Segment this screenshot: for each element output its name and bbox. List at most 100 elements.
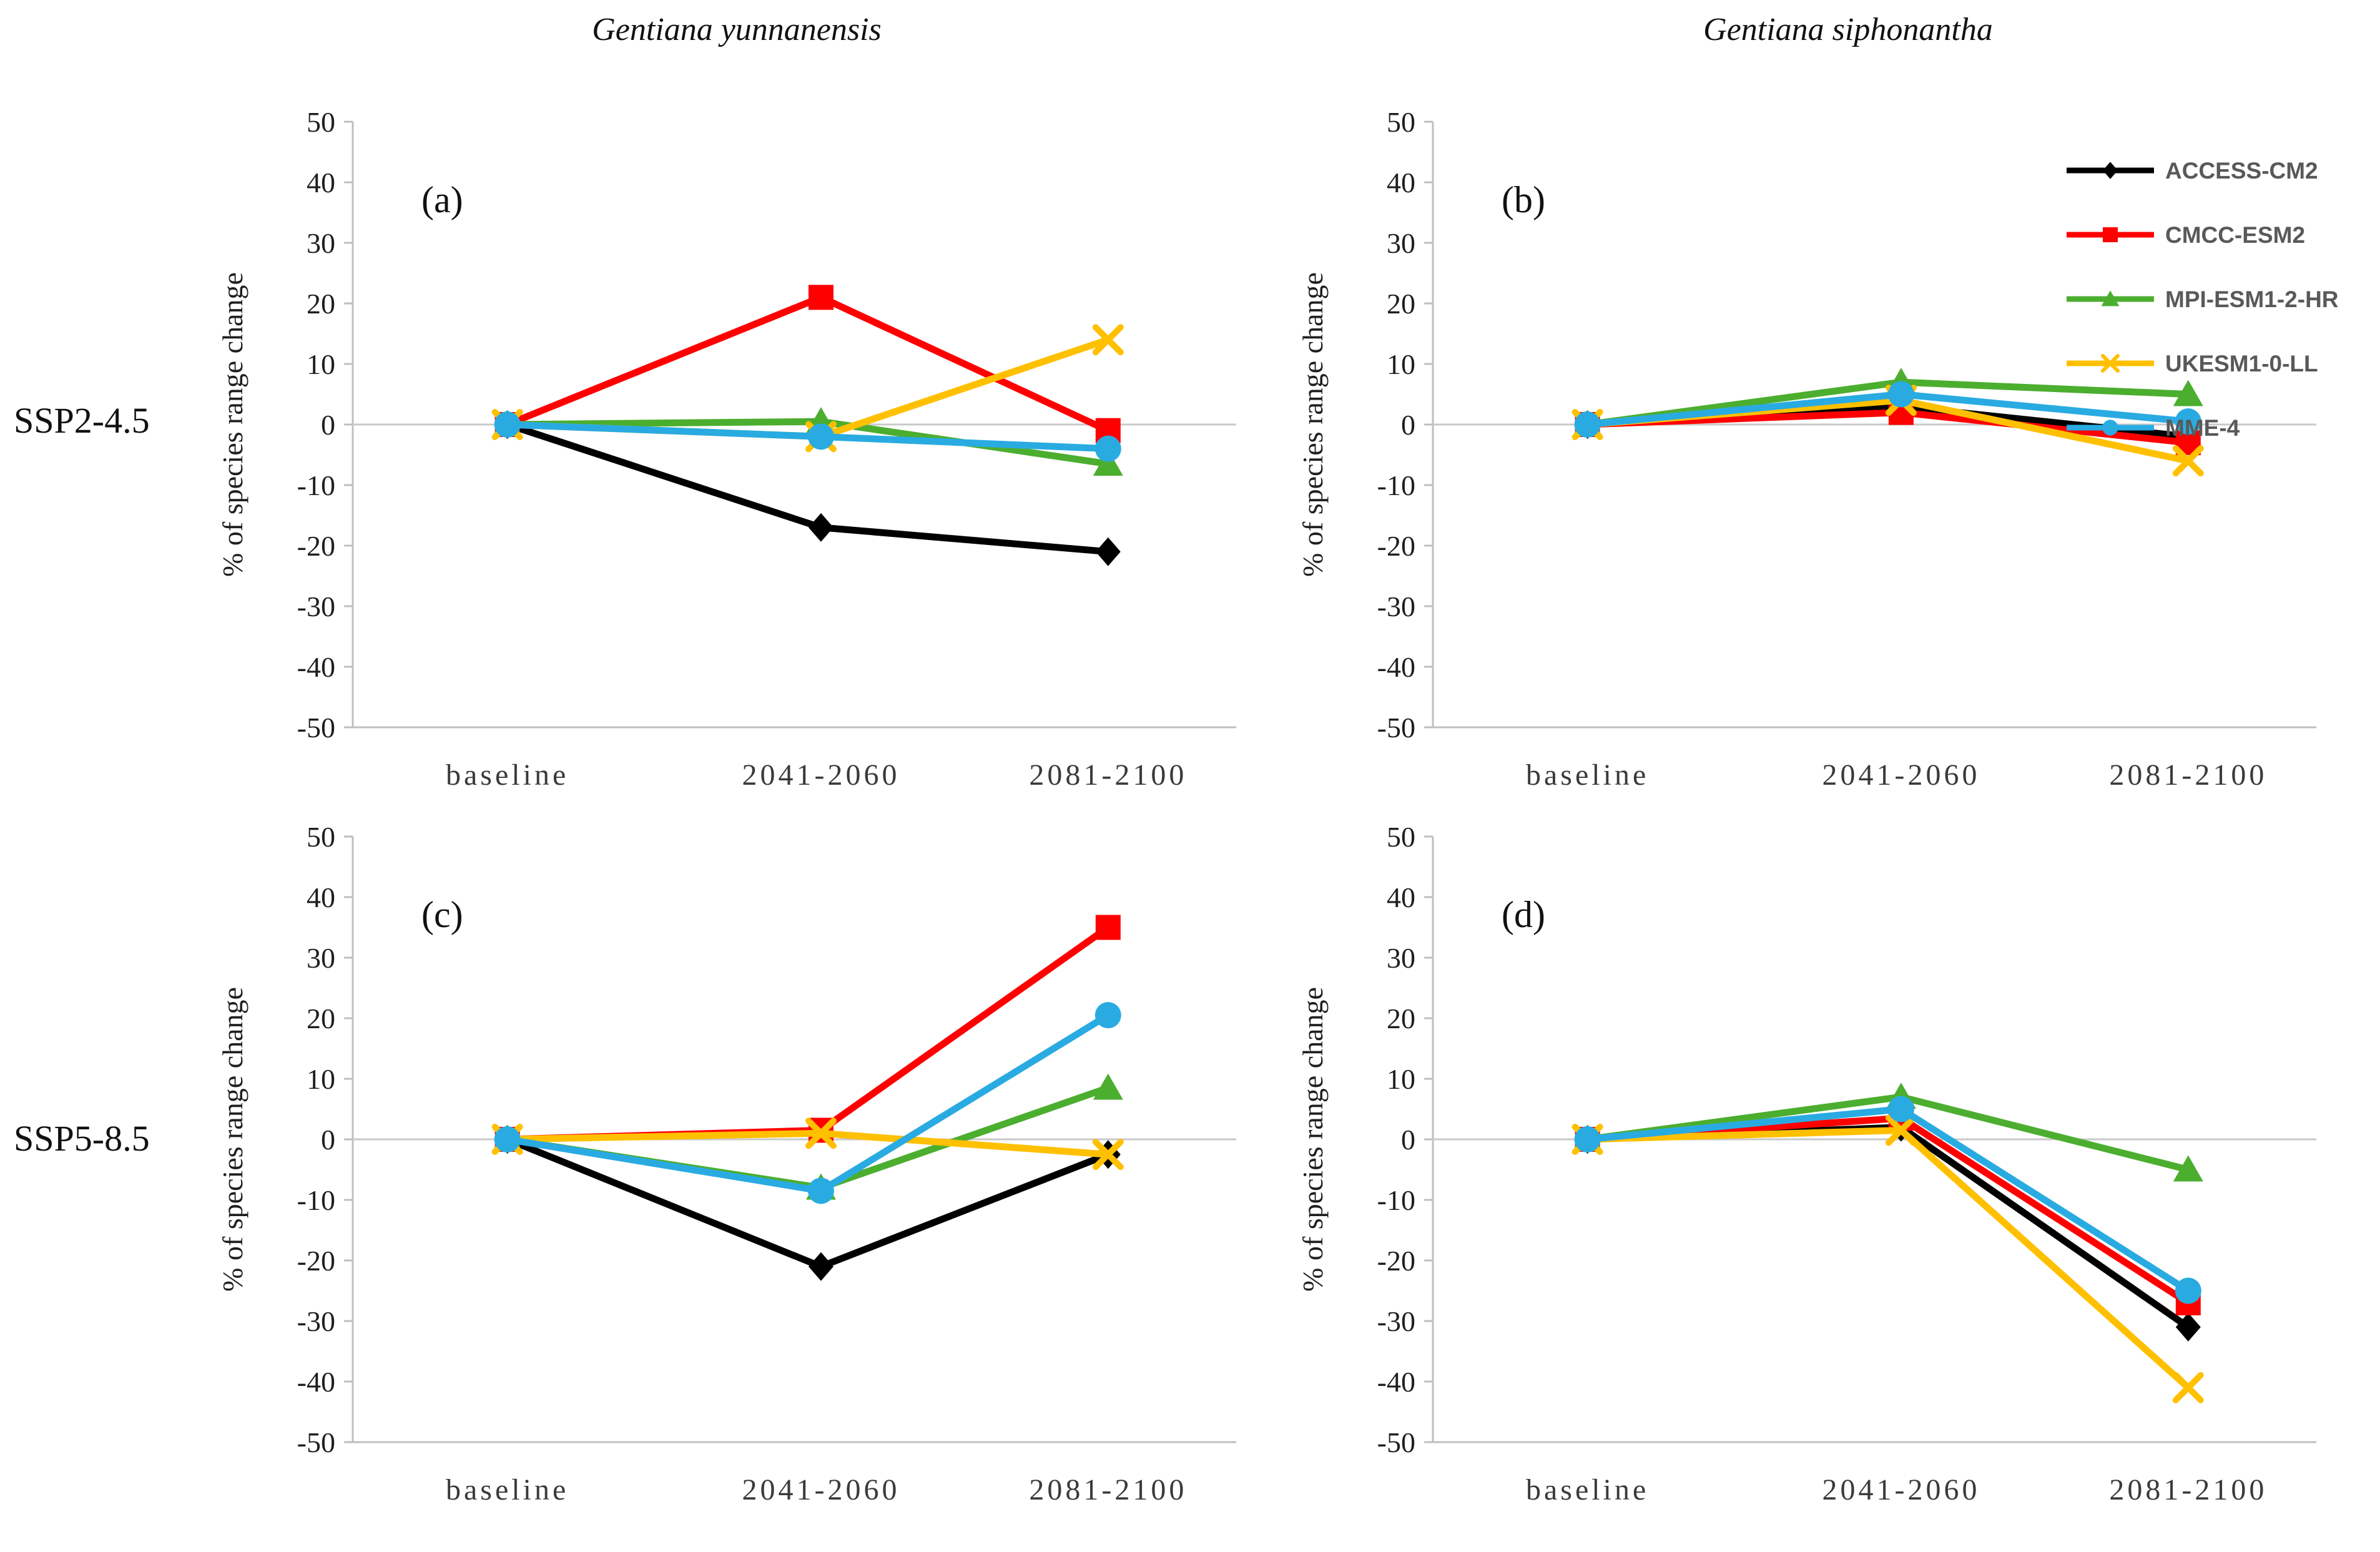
y-tick-label: -40 <box>1377 651 1415 683</box>
y-tick-label: 30 <box>307 227 335 259</box>
legend: ACCESS-CM2 CMCC-ESM2 MPI-ESM1-2-HR UKESM1-0… <box>2067 158 2339 441</box>
marker-x-UKESM1-0-LL <box>1092 324 1124 356</box>
marker-diamond-ACCESS-CM2 <box>808 1252 833 1281</box>
panel-letter: (b) <box>1502 179 1545 220</box>
y-tick-label: -50 <box>297 712 335 744</box>
x-category-label: baseline <box>1526 759 1649 792</box>
legend-item-MME-4: MME-4 <box>2067 415 2240 441</box>
y-tick-label: 10 <box>1387 348 1415 380</box>
y-tick-label: -30 <box>297 591 335 622</box>
y-tick-label: 50 <box>307 106 335 138</box>
legend-label-MME-4: MME-4 <box>2165 415 2240 441</box>
y-tick-label: 0 <box>1401 1124 1415 1156</box>
y-tick-label: -20 <box>1377 530 1415 562</box>
y-tick-label: -40 <box>1377 1366 1415 1398</box>
series-UKESM1-0-LL <box>1571 1114 2204 1403</box>
column-title-gentiana-siphonantha: Gentiana siphonantha <box>1703 12 1993 47</box>
marker-x-UKESM1-0-LL <box>1092 1139 1124 1171</box>
y-tick-label: -20 <box>297 1245 335 1277</box>
legend-marker-square <box>2103 227 2118 242</box>
marker-x-UKESM1-0-LL <box>1885 1114 1917 1146</box>
y-tick-label: 0 <box>1401 409 1415 441</box>
series-line-MME-4 <box>504 1011 1112 1194</box>
x-category-label: baseline <box>446 759 569 792</box>
marker-circle-MME-4 <box>2175 1277 2201 1304</box>
x-category-label: 2041-2060 <box>1822 1473 1980 1506</box>
y-tick-label: -20 <box>297 530 335 562</box>
marker-triangle-MPI-ESM1-2-HR <box>1093 449 1123 476</box>
legend-marker-triangle <box>2101 290 2120 307</box>
legend-item-CMCC-ESM2: CMCC-ESM2 <box>2067 222 2305 248</box>
marker-circle-MME-4 <box>807 423 834 450</box>
series-line-UKESM1-0-LL <box>1584 1126 2192 1392</box>
y-tick-label: -40 <box>297 651 335 683</box>
x-category-label: baseline <box>1526 1473 1649 1506</box>
y-tick-label: 20 <box>1387 1003 1415 1034</box>
y-tick-label: -30 <box>1377 591 1415 622</box>
legend-marker-circle <box>2102 420 2118 436</box>
y-tick-label: -20 <box>1377 1245 1415 1277</box>
legend-marker-x <box>2101 354 2120 373</box>
marker-circle-MME-4 <box>2175 408 2201 435</box>
marker-x-UKESM1-0-LL <box>2172 1372 2204 1403</box>
marker-circle-MME-4 <box>1887 381 1914 408</box>
series-MME-4 <box>1574 381 2201 438</box>
y-tick-label: 10 <box>1387 1063 1415 1095</box>
x-category-label: 2041-2060 <box>742 759 900 792</box>
marker-circle-MME-4 <box>494 411 521 438</box>
y-axis-title: % of species range change <box>1297 987 1329 1292</box>
legend-label-CMCC-ESM2: CMCC-ESM2 <box>2165 222 2305 248</box>
marker-x-UKESM1-0-LL <box>2172 445 2204 477</box>
marker-square-CMCC-ESM2 <box>808 285 833 310</box>
legend-marker-diamond <box>2103 162 2118 179</box>
series-MME-4 <box>1574 1096 2201 1304</box>
marker-triangle-MPI-ESM1-2-HR <box>2173 380 2203 406</box>
y-tick-label: 30 <box>1387 942 1415 974</box>
y-tick-label: -30 <box>297 1305 335 1337</box>
y-tick-label: 50 <box>1387 106 1415 138</box>
y-tick-label: -10 <box>1377 1184 1415 1216</box>
y-tick-label: 20 <box>307 288 335 320</box>
y-tick-label: 30 <box>307 942 335 974</box>
x-category-label: 2081-2100 <box>1029 759 1187 792</box>
y-tick-label: 20 <box>307 1003 335 1034</box>
x-category-label: 2081-2100 <box>2109 1473 2267 1506</box>
marker-circle-MME-4 <box>1094 1002 1121 1029</box>
row-label-ssp2-45: SSP2-4.5 <box>14 400 150 441</box>
marker-circle-MME-4 <box>1574 411 1601 438</box>
series-line-CMCC-ESM2 <box>504 293 1112 435</box>
y-tick-label: -10 <box>297 1184 335 1216</box>
marker-circle-MME-4 <box>1887 1096 1914 1122</box>
y-axis-title: % of species range change <box>1297 272 1329 577</box>
y-tick-label: 40 <box>1387 882 1415 913</box>
chart-panel-a: -50 -40 -30 -20 -10 0 10 20 30 40 50 baseline 2041-2… <box>217 106 1236 792</box>
x-category-label: 2081-2100 <box>1029 1473 1187 1506</box>
y-tick-label: 40 <box>1387 167 1415 199</box>
y-tick-label: 30 <box>1387 227 1415 259</box>
marker-diamond-ACCESS-CM2 <box>808 513 833 542</box>
marker-diamond-ACCESS-CM2 <box>2175 1312 2201 1342</box>
y-tick-label: -10 <box>297 469 335 501</box>
y-tick-label: 10 <box>307 1063 335 1095</box>
legend-item-ACCESS-CM2: ACCESS-CM2 <box>2067 158 2318 184</box>
legend-label-MPI-ESM1-2-HR: MPI-ESM1-2-HR <box>2165 287 2339 312</box>
y-tick-label: 50 <box>1387 821 1415 853</box>
y-tick-label: 40 <box>307 882 335 913</box>
y-tick-label: 0 <box>321 1124 335 1156</box>
x-category-label: 2081-2100 <box>2109 759 2267 792</box>
series-MME-4 <box>494 411 1121 462</box>
y-tick-label: -30 <box>1377 1305 1415 1337</box>
panel-letter: (a) <box>421 179 463 220</box>
y-tick-label: 0 <box>321 409 335 441</box>
marker-x-UKESM1-0-LL <box>805 1117 837 1149</box>
y-axis-title: % of species range change <box>217 272 248 577</box>
marker-triangle-MPI-ESM1-2-HR <box>2173 1155 2203 1182</box>
column-title-gentiana-yunnanensis: Gentiana yunnanensis <box>592 12 882 47</box>
y-tick-label: -50 <box>1377 712 1415 744</box>
series-MPI-ESM1-2-HR <box>492 407 1123 476</box>
marker-circle-MME-4 <box>1094 435 1121 462</box>
legend-label-UKESM1-0-LL: UKESM1-0-LL <box>2165 351 2318 376</box>
y-tick-label: -50 <box>1377 1427 1415 1458</box>
y-tick-label: -40 <box>297 1366 335 1398</box>
marker-triangle-MPI-ESM1-2-HR <box>1093 1073 1123 1100</box>
